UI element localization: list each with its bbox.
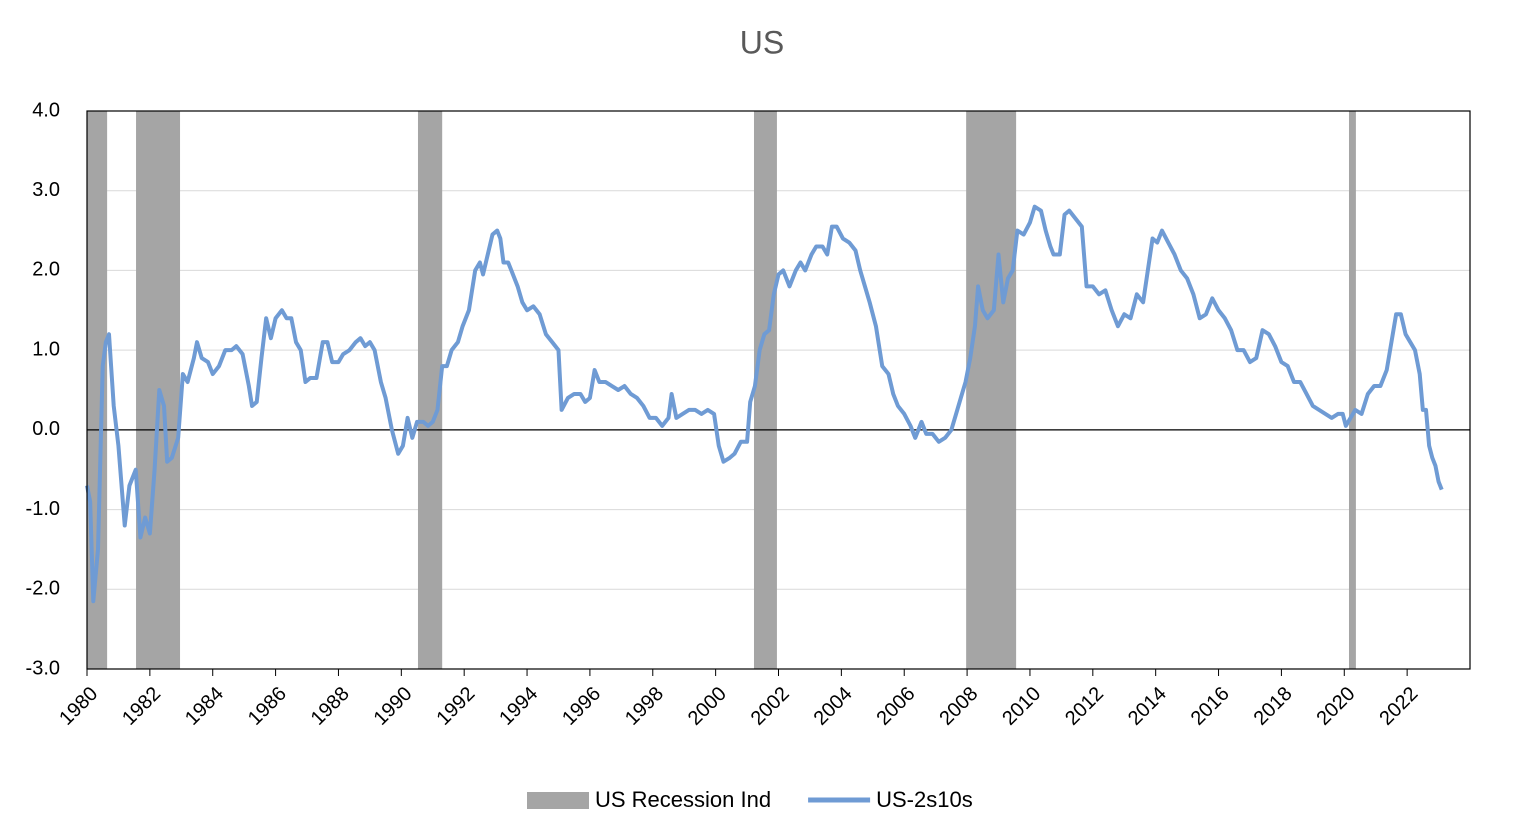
y-tick-label: 1.0 xyxy=(32,338,60,360)
x-tick-label: 2014 xyxy=(1124,683,1171,730)
recession-band xyxy=(1348,111,1356,669)
x-tick-label: 2004 xyxy=(810,683,857,730)
y-tick-label: -3.0 xyxy=(26,657,60,679)
x-tick-label: 1984 xyxy=(181,683,228,730)
x-tick-label: 2006 xyxy=(872,683,919,730)
y-tick-label: -2.0 xyxy=(26,578,60,600)
x-tick-label: 2002 xyxy=(747,683,794,730)
x-tick-label: 1998 xyxy=(621,683,668,730)
x-tick-label: 2012 xyxy=(1061,683,1108,730)
plot-border xyxy=(86,110,1471,670)
x-tick-label: 1994 xyxy=(495,683,542,730)
x-tick-label: 1992 xyxy=(432,683,479,730)
legend-label: US Recession Ind xyxy=(595,787,771,812)
legend-swatch xyxy=(527,792,589,809)
x-tick-label: 2000 xyxy=(684,683,731,730)
y-tick-label: 0.0 xyxy=(32,418,60,440)
recession-band xyxy=(966,111,1017,669)
x-tick-label: 1980 xyxy=(55,683,102,730)
x-tick-label: 2022 xyxy=(1375,683,1422,730)
x-tick-label: 2016 xyxy=(1187,683,1234,730)
y-tick-label: 2.0 xyxy=(32,259,60,281)
x-tick-label: 2020 xyxy=(1313,683,1360,730)
x-tick-label: 2010 xyxy=(998,683,1045,730)
x-tick-label: 2008 xyxy=(935,683,982,730)
legend-label: US-2s10s xyxy=(876,787,973,812)
x-tick-label: 1982 xyxy=(118,683,165,730)
x-tick-label: 1986 xyxy=(244,683,291,730)
x-tick-label: 1990 xyxy=(370,683,417,730)
y-tick-label: 4.0 xyxy=(32,99,60,121)
x-tick-label: 1996 xyxy=(558,683,605,730)
x-tick-label: 2018 xyxy=(1250,683,1297,730)
y-tick-label: 3.0 xyxy=(32,179,60,201)
y-tick-label: -1.0 xyxy=(26,498,60,520)
line-series xyxy=(85,204,1444,604)
chart-title: US xyxy=(740,24,784,60)
x-tick-label: 1988 xyxy=(307,683,354,730)
recession-band xyxy=(753,111,777,669)
